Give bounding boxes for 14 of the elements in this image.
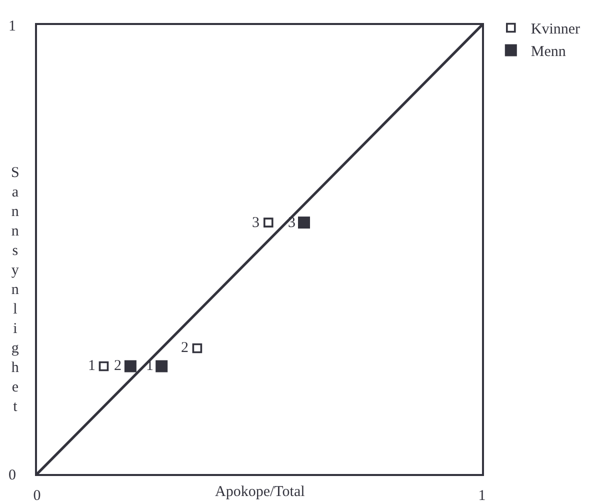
point xyxy=(124,360,136,372)
point xyxy=(264,218,274,228)
text: Sannsynlighet xyxy=(11,165,20,415)
legend-label: Menn xyxy=(530,44,566,60)
point xyxy=(298,216,310,229)
legend-label: Kvinner xyxy=(530,22,580,38)
point xyxy=(156,360,168,372)
annotation: 2 xyxy=(181,340,188,356)
point xyxy=(192,343,202,354)
x-axis-title: Apokope/Total xyxy=(215,484,305,500)
annotation: 1 xyxy=(88,358,96,374)
point xyxy=(98,361,109,372)
annotation: 3 xyxy=(252,215,260,231)
annotation: 2 xyxy=(114,358,122,374)
